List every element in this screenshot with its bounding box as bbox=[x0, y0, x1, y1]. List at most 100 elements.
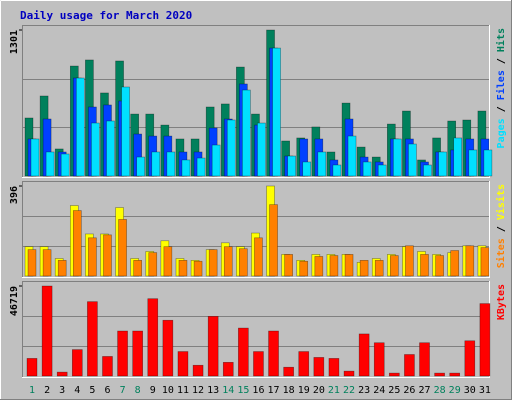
x-tick-label: 10 bbox=[162, 385, 174, 396]
bar bbox=[75, 77, 85, 177]
bar bbox=[106, 120, 115, 177]
bar bbox=[453, 137, 463, 177]
bar bbox=[162, 319, 174, 377]
bar bbox=[449, 372, 461, 377]
bar bbox=[41, 285, 53, 377]
legend: Pages / Files / Hits bbox=[495, 28, 507, 148]
bar bbox=[317, 151, 327, 177]
bar bbox=[299, 260, 309, 277]
bar bbox=[239, 248, 248, 277]
bar bbox=[434, 372, 445, 377]
bar bbox=[480, 247, 490, 277]
bar bbox=[343, 370, 355, 377]
bar bbox=[359, 260, 369, 277]
bar bbox=[102, 356, 113, 377]
bar bbox=[26, 358, 38, 377]
bar bbox=[272, 47, 281, 177]
bar bbox=[438, 151, 447, 177]
bar bbox=[450, 250, 460, 277]
bar bbox=[238, 327, 249, 377]
x-tick-label: 29 bbox=[449, 385, 461, 396]
x-tick-label: 21 bbox=[328, 385, 340, 396]
bar bbox=[132, 330, 143, 377]
bar bbox=[27, 249, 37, 277]
bar bbox=[302, 161, 312, 177]
y-tick-label: 396 bbox=[9, 186, 20, 204]
bar bbox=[178, 260, 188, 277]
x-tick-label: 31 bbox=[479, 385, 491, 396]
bar bbox=[121, 86, 130, 177]
x-tick-label: 13 bbox=[207, 385, 219, 396]
legend-separator: / bbox=[496, 220, 507, 238]
bar bbox=[283, 366, 294, 377]
legend-separator: / bbox=[496, 100, 507, 118]
bar bbox=[242, 89, 251, 177]
bar bbox=[57, 260, 67, 277]
bar bbox=[284, 254, 293, 277]
x-tick-label: 16 bbox=[252, 385, 264, 396]
bar bbox=[87, 301, 98, 377]
x-tick-label: 25 bbox=[388, 385, 400, 396]
bar bbox=[72, 210, 82, 277]
bar bbox=[464, 340, 476, 377]
bar bbox=[88, 237, 97, 277]
bar bbox=[60, 153, 70, 177]
bar bbox=[254, 237, 263, 277]
legend-entry: KBytes bbox=[496, 284, 507, 320]
x-tick-label: 23 bbox=[358, 385, 370, 396]
bar bbox=[287, 155, 296, 177]
bar bbox=[226, 119, 236, 177]
bar bbox=[208, 249, 218, 277]
x-tick-label: 17 bbox=[268, 385, 280, 396]
bar bbox=[91, 122, 100, 177]
x-tick-label: 1 bbox=[29, 385, 35, 396]
bar bbox=[435, 255, 444, 277]
bar bbox=[253, 351, 264, 377]
bar bbox=[56, 371, 68, 377]
x-tick-label: 9 bbox=[150, 385, 156, 396]
x-tick-label: 11 bbox=[177, 385, 189, 396]
bar bbox=[344, 254, 354, 277]
bar bbox=[373, 342, 385, 377]
x-tick-label: 24 bbox=[373, 385, 385, 396]
bar bbox=[207, 316, 219, 377]
bar bbox=[404, 354, 415, 377]
bar bbox=[405, 245, 414, 277]
bar bbox=[166, 151, 176, 177]
bar bbox=[479, 303, 491, 377]
bar bbox=[222, 362, 234, 377]
bar bbox=[332, 164, 342, 177]
legend-entry: Files bbox=[495, 70, 507, 100]
bar bbox=[393, 138, 402, 177]
legend-entry: Pages bbox=[496, 118, 507, 148]
x-tick-label: 8 bbox=[135, 385, 141, 396]
bar bbox=[328, 358, 340, 377]
bar bbox=[377, 164, 387, 177]
x-tick-label: 22 bbox=[343, 385, 355, 396]
bar bbox=[118, 219, 127, 277]
bar bbox=[468, 149, 478, 177]
chart-title: Daily usage for March 2020 bbox=[20, 9, 192, 22]
x-tick-label: 2 bbox=[44, 385, 50, 396]
x-tick-label: 15 bbox=[237, 385, 249, 396]
bar bbox=[268, 330, 279, 377]
legend-entry: Sites bbox=[495, 238, 507, 268]
legend-entry: Hits bbox=[495, 28, 507, 52]
x-tick-label: 6 bbox=[104, 385, 110, 396]
bar bbox=[117, 330, 128, 377]
bar bbox=[419, 342, 430, 377]
bar bbox=[103, 234, 112, 277]
x-tick-label: 7 bbox=[120, 385, 126, 396]
y-tick-label: 1301 bbox=[9, 30, 20, 54]
bar bbox=[423, 164, 432, 177]
bar bbox=[42, 249, 52, 277]
bar bbox=[389, 372, 400, 377]
x-tick-label: 30 bbox=[464, 385, 476, 396]
x-tick-label: 27 bbox=[418, 385, 430, 396]
x-tick-label: 3 bbox=[59, 385, 65, 396]
bar bbox=[45, 151, 55, 177]
bar bbox=[192, 364, 204, 377]
bar bbox=[420, 254, 429, 277]
